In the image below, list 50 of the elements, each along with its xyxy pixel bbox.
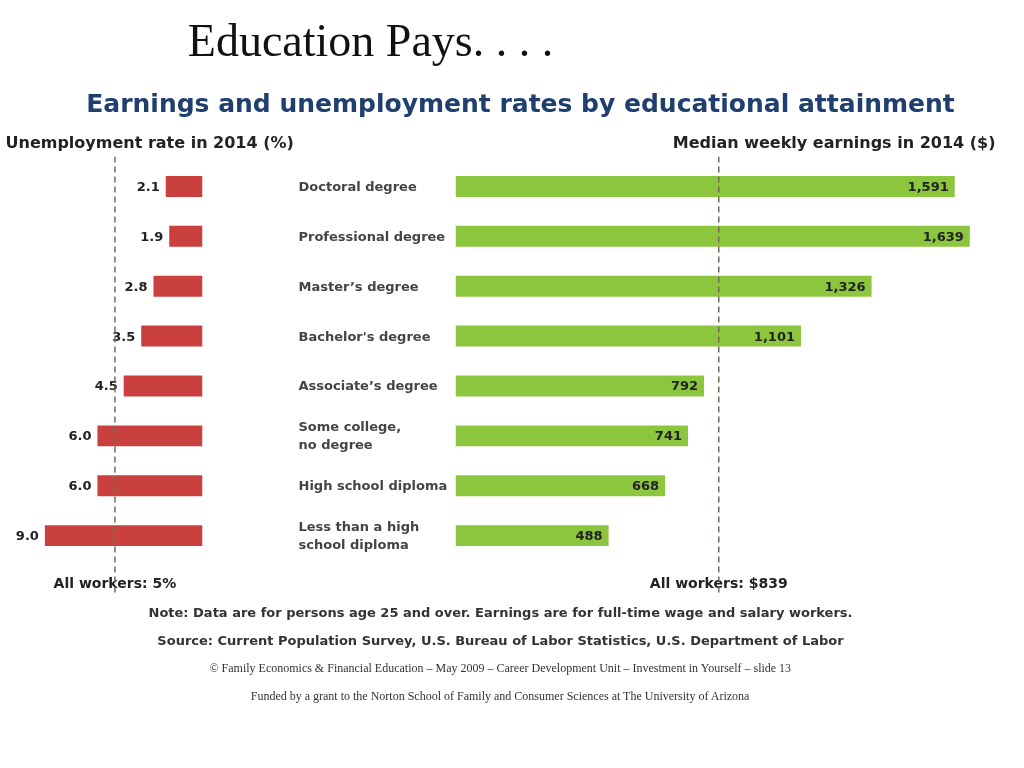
data-label: 1,591 xyxy=(907,178,949,194)
bar xyxy=(123,375,203,397)
text: © Family Economics & Financial Education – May 2009 – Career Development Unit – Investment in Yourself – slide 13 xyxy=(209,661,792,676)
data-label: 1,326 xyxy=(824,278,866,294)
data-label: 9.0 xyxy=(15,528,39,544)
text: Earnings and unemployment rates by educational attainment xyxy=(86,88,955,118)
bar xyxy=(455,225,970,247)
data-label: 1,639 xyxy=(922,228,964,244)
bar xyxy=(455,375,705,397)
source-note: Source: Current Population Survey, U.S. Bureau of Labor Statistics, U.S. Department of Labor xyxy=(157,632,845,648)
bar xyxy=(455,275,872,297)
data-label: 3.5 xyxy=(112,328,136,344)
data-label: 2.1 xyxy=(136,178,160,194)
data-label: 1,101 xyxy=(753,328,795,344)
y-tick-label: Bachelor's degree xyxy=(298,328,431,344)
y-tick-label: Less than a high school diploma xyxy=(298,519,420,553)
data-label: 6.0 xyxy=(68,478,92,494)
bar xyxy=(455,325,801,347)
data-label: 2.8 xyxy=(124,278,148,294)
data-label: 488 xyxy=(575,528,603,544)
y-tick-label: Professional degree xyxy=(298,228,446,244)
text: Funded by a grant to the Norton School of Family and Consumer Sciences at The University of Arizona xyxy=(250,689,751,704)
bar xyxy=(455,175,955,197)
text: Note: Data are for persons age 25 and over. Earnings are for full-time wage and salary workers. xyxy=(148,604,853,620)
data-label: 4.5 xyxy=(94,378,118,394)
bar xyxy=(169,225,203,247)
bar xyxy=(455,525,609,547)
bar xyxy=(153,275,203,297)
ref-line-label: All workers: $839 xyxy=(649,575,788,592)
bar xyxy=(455,475,666,497)
text: Education Pays. . . . xyxy=(187,15,554,66)
data-label: 741 xyxy=(654,428,683,444)
bar xyxy=(455,425,689,447)
x-axis-title: Median weekly earnings in 2014 ($) xyxy=(672,132,996,152)
bar xyxy=(97,425,203,447)
y-tick-label: Some college, no degree xyxy=(298,419,402,453)
data-label: 6.0 xyxy=(68,428,92,444)
y-tick-label: Associate’s degree xyxy=(298,378,438,394)
y-tick-label: Master’s degree xyxy=(298,278,419,294)
data-label: 1.9 xyxy=(140,228,164,244)
x-axis-title: Unemployment rate in 2014 (%) xyxy=(5,132,294,152)
bar xyxy=(44,525,203,547)
bar xyxy=(165,175,203,197)
y-tick-label: High school diploma xyxy=(298,478,448,494)
y-tick-label: Doctoral degree xyxy=(298,178,417,194)
bar xyxy=(141,325,203,347)
data-label: 668 xyxy=(631,478,660,494)
ref-line-label: All workers: 5% xyxy=(53,575,177,592)
data-label: 792 xyxy=(670,378,699,394)
bar xyxy=(97,475,203,497)
